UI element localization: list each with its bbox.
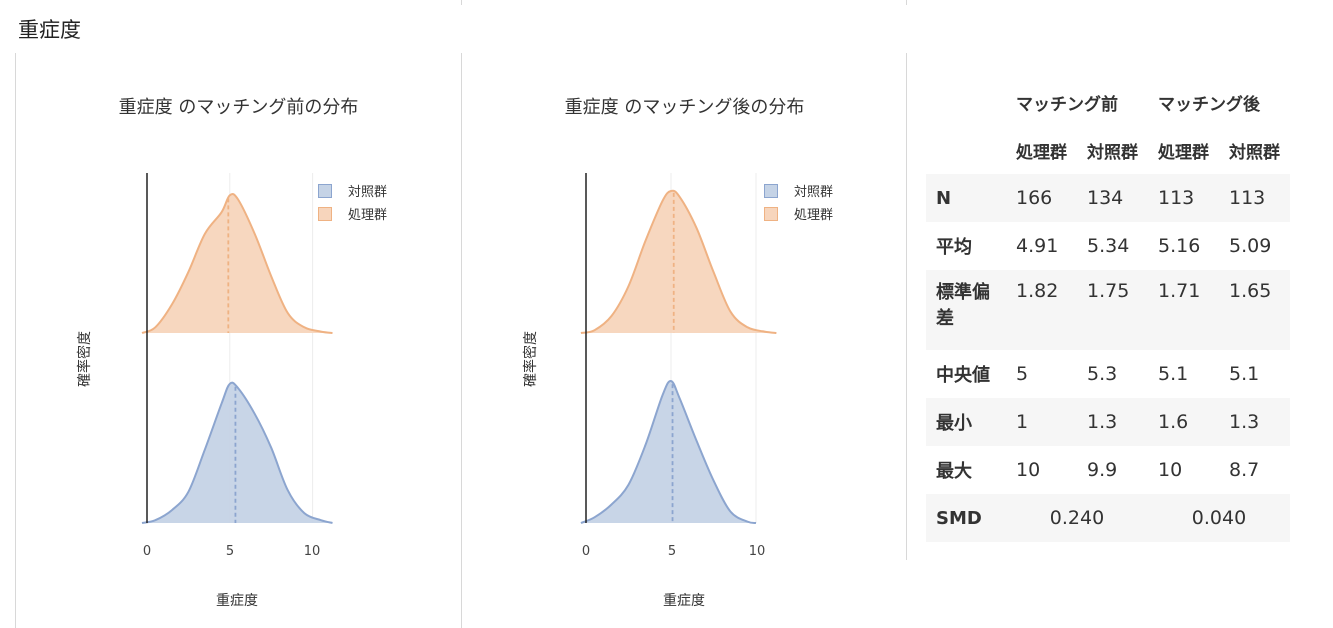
table-cell: 134 — [1077, 174, 1148, 222]
density-line-control — [141, 381, 333, 524]
row-label: N — [926, 174, 1006, 222]
row-label: 標準偏差 — [926, 270, 1006, 350]
x-tick-10: 10 — [303, 544, 321, 559]
table-row: N 166 134 113 113 — [926, 174, 1290, 222]
table-cell: 5.1 — [1158, 363, 1189, 385]
legend-swatch-control — [764, 183, 778, 198]
sub-header: 処理群 — [1158, 142, 1209, 163]
corner-cell — [926, 78, 1006, 126]
legend-item-treated[interactable]: 処理群 — [318, 202, 387, 225]
x-axis-label: 重症度 — [216, 593, 258, 609]
density-line-treated — [580, 189, 777, 334]
table-cell: 9.9 — [1087, 459, 1118, 481]
sub-header: 処理群 — [1016, 142, 1067, 163]
smd-after: 0.040 — [1148, 494, 1290, 542]
divider-left — [15, 53, 16, 628]
divider-top-2 — [906, 0, 907, 5]
x-tick-10: 10 — [748, 544, 766, 559]
group-header-row: マッチング前 マッチング後 — [926, 78, 1290, 126]
density-area-control — [142, 382, 333, 523]
table-cell: 1.82 — [1006, 270, 1077, 350]
table-cell: 4.91 — [1016, 235, 1059, 257]
table-row: 標準偏差 1.82 1.75 1.71 1.65 — [926, 270, 1290, 350]
chart-title: 重症度 のマッチング後の分布 — [564, 97, 805, 118]
table-cell: 113 — [1219, 174, 1290, 222]
section-title: 重症度 — [18, 18, 81, 42]
table-row: 中央値 5 5.3 5.1 5.1 — [926, 350, 1290, 398]
chart-plot-area — [580, 173, 777, 524]
table-row: 平均 4.91 5.34 5.16 5.09 — [926, 222, 1290, 270]
legend-item-control[interactable]: 対照群 — [318, 179, 387, 202]
sub-header: 対照群 — [1229, 142, 1280, 163]
row-label: 平均 — [936, 237, 972, 258]
table-cell: 5.09 — [1229, 235, 1272, 257]
row-label: 最大 — [936, 461, 972, 482]
table-cell: 166 — [1006, 174, 1077, 222]
table-row: 最大 10 9.9 10 8.7 — [926, 446, 1290, 494]
table-cell: 5 — [1016, 363, 1029, 385]
divider-top-1 — [461, 0, 462, 5]
legend-label: 処理群 — [348, 208, 388, 223]
table-cell: 5.16 — [1158, 235, 1201, 257]
sub-header-row: 処理群 対照群 処理群 対照群 — [926, 126, 1290, 174]
x-tick-5: 5 — [667, 544, 677, 559]
table-cell: 10 — [1158, 459, 1183, 481]
table-cell: 1.3 — [1077, 398, 1148, 446]
x-tick-0: 0 — [581, 544, 591, 559]
legend-label: 対照群 — [794, 185, 834, 200]
row-label: 最小 — [926, 398, 1006, 446]
table-row: 最小 1 1.3 1.6 1.3 — [926, 398, 1290, 446]
chart-before-matching: 重症度 のマッチング前の分布 確率密度 重症度 0 5 10 対照群 処理群 — [16, 53, 461, 628]
density-area-treated — [142, 193, 333, 333]
row-label: SMD — [926, 494, 1006, 542]
table-cell: 10 — [1016, 459, 1041, 481]
legend-label: 処理群 — [794, 208, 834, 223]
row-label: 中央値 — [936, 365, 990, 386]
table-cell: 1.6 — [1148, 398, 1219, 446]
density-area-treated — [580, 190, 777, 333]
table-cell: 1.75 — [1077, 270, 1148, 350]
group-header-after: マッチング後 — [1158, 94, 1260, 115]
legend-swatch-control — [318, 183, 332, 198]
y-axis-label: 確率密度 — [523, 331, 539, 387]
chart-title: 重症度 のマッチング前の分布 — [118, 97, 359, 118]
table-cell: 1.65 — [1219, 270, 1290, 350]
table-cell: 113 — [1148, 174, 1219, 222]
table-cell: 5.1 — [1229, 363, 1260, 385]
legend: 対照群 処理群 — [764, 179, 833, 225]
table-cell: 1.71 — [1148, 270, 1219, 350]
smd-before: 0.240 — [1006, 494, 1148, 542]
group-header-before: マッチング前 — [1016, 94, 1118, 115]
table-cell: 5.34 — [1087, 235, 1130, 257]
chart-after-matching: 重症度 のマッチング後の分布 確率密度 重症度 0 5 10 対照群 処理群 — [462, 53, 907, 628]
divider-mid-1 — [461, 53, 462, 628]
table-cell: 5.3 — [1087, 363, 1118, 385]
table-cell: 1.3 — [1219, 398, 1290, 446]
density-line-control — [580, 379, 757, 524]
legend: 対照群 処理群 — [318, 179, 387, 225]
density-area-control — [580, 380, 756, 523]
legend-label: 対照群 — [348, 185, 388, 200]
chart-plot-area — [141, 173, 333, 524]
table-cell: 1 — [1006, 398, 1077, 446]
smd-row: SMD 0.240 0.040 — [926, 494, 1290, 542]
density-line-treated — [141, 192, 333, 334]
stats-table: マッチング前 マッチング後 処理群 対照群 処理群 対照群 N 166 134 … — [926, 78, 1290, 542]
x-tick-5: 5 — [225, 544, 235, 559]
divider-mid-2 — [906, 53, 907, 560]
legend-swatch-treated — [318, 206, 332, 221]
y-axis-label: 確率密度 — [77, 331, 93, 387]
table-cell: 8.7 — [1229, 459, 1260, 481]
legend-swatch-treated — [764, 206, 778, 221]
legend-item-treated[interactable]: 処理群 — [764, 202, 833, 225]
x-axis-label: 重症度 — [663, 593, 705, 609]
legend-item-control[interactable]: 対照群 — [764, 179, 833, 202]
sub-header: 対照群 — [1087, 142, 1138, 163]
corner-cell — [926, 126, 1006, 174]
x-tick-0: 0 — [142, 544, 152, 559]
